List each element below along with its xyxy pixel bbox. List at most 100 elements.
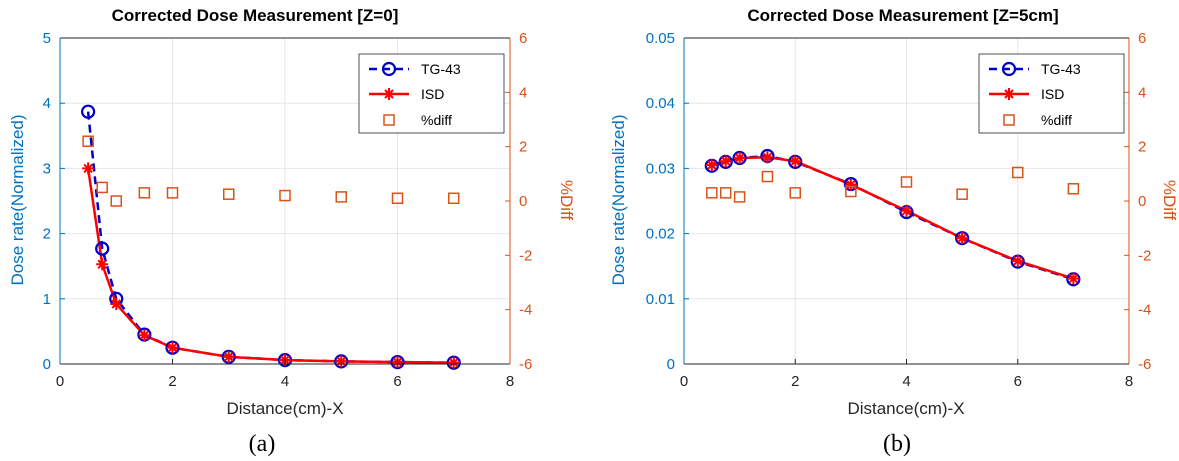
x-tick-label-a: 2: [168, 373, 176, 390]
left-y-tick-label-a: 0: [43, 356, 51, 373]
diff-point-a: [335, 191, 347, 203]
right-y-tick-label-a: -4: [519, 302, 532, 319]
legend-diff-label-a: %diff: [421, 112, 452, 128]
isd-point-b: [719, 155, 732, 168]
right-y-tick-labels-a: -6 -4 -2 0 2 4 6: [519, 30, 532, 373]
isd-point-b: [1067, 272, 1080, 285]
isd-point-b: [733, 151, 746, 164]
diff-point-a: [391, 192, 404, 205]
diff-point-a: [166, 187, 179, 199]
series-layer-b: [704, 148, 1081, 287]
x-tick-label-b: 0: [680, 373, 688, 390]
tg43-point-a: [81, 104, 96, 119]
diff-point-a: [223, 188, 235, 200]
right-y-tick-label-b: 4: [1138, 84, 1146, 101]
diff-point-b: [845, 185, 857, 198]
diff-point-b: [706, 187, 718, 199]
isd-point-b: [705, 159, 718, 172]
axes-frame-a: [59, 37, 511, 365]
right-y-tick-label-a: 6: [519, 30, 527, 47]
right-y-tick-label-a: 0: [519, 193, 527, 210]
diff-point-a: [138, 187, 151, 199]
left-y-tick-label-a: 3: [43, 160, 51, 177]
left-y-axis-label-b: Dose rate(Normalized): [609, 115, 628, 286]
left-y-tick-label-b: 0.02: [646, 226, 675, 243]
left-y-tick-label-a: 4: [43, 95, 51, 112]
diff-point-b: [956, 188, 968, 200]
x-tick-label-a: 0: [56, 373, 64, 390]
diff-point-b: [789, 187, 801, 199]
right-y-tick-label-a: -6: [519, 356, 532, 373]
legend-isd-marker-b: [1003, 88, 1015, 100]
isd-point-b: [761, 151, 774, 164]
diff-point-a: [279, 189, 291, 202]
series-layer-a: [81, 104, 461, 370]
isd-point-a: [447, 356, 460, 369]
isd-point-a: [96, 258, 109, 271]
diff-point-b: [1012, 166, 1024, 179]
isd-point-a: [222, 350, 235, 363]
x-tick-label-a: 8: [506, 373, 514, 390]
tg43-point-a: [95, 241, 110, 256]
diff-point-b: [900, 176, 913, 188]
isd-point-a: [110, 298, 123, 311]
legend-isd-label-b: ISD: [1041, 86, 1064, 102]
x-tick-label-b: 8: [1125, 373, 1133, 390]
legend-isd-label-a: ISD: [421, 86, 444, 102]
right-y-tick-label-b: -6: [1138, 356, 1151, 373]
left-y-tick-labels-b: 0 0.01 0.02 0.03 0.04 0.05: [646, 30, 675, 373]
right-y-axis-label-a: %Diff: [557, 180, 576, 221]
right-y-tick-label-b: 6: [1138, 30, 1146, 47]
legend-diff-marker-a: [383, 114, 395, 126]
right-y-tick-label-a: -2: [519, 247, 532, 264]
diff-point-b: [761, 170, 774, 183]
right-y-tick-label-b: -2: [1138, 247, 1151, 264]
chart-title-a: Corrected Dose Measurement [Z=0]: [112, 6, 399, 25]
x-tick-labels-b: 0 2 4 6 8: [680, 373, 1133, 390]
x-tick-label-b: 2: [791, 373, 799, 390]
legend-tg43-label-b: TG-43: [1041, 61, 1081, 77]
isd-point-b: [1011, 254, 1024, 267]
chart-title-b: Corrected Dose Measurement [Z=5cm]: [747, 6, 1058, 25]
axes-frame-b: [683, 37, 1130, 365]
legend-tg43-marker-a: [381, 61, 397, 77]
x-axis-label-a: Distance(cm)-X: [226, 399, 343, 418]
diff-point-b: [719, 187, 732, 199]
legend-diff-label-b: %diff: [1041, 112, 1072, 128]
isd-point-b: [844, 178, 857, 191]
isd-point-b: [789, 155, 802, 168]
left-y-tick-label-a: 5: [43, 30, 51, 47]
x-axis-label-b: Distance(cm)-X: [847, 399, 964, 418]
diff-point-a: [82, 135, 94, 147]
legend-tg43-marker-b: [1001, 61, 1017, 77]
diff-point-b: [1067, 183, 1080, 195]
left-y-tick-label-b: 0.05: [646, 30, 675, 47]
x-tick-label-b: 6: [1014, 373, 1022, 390]
left-y-tick-label-b: 0: [667, 356, 675, 373]
isd-point-a: [138, 329, 151, 342]
left-y-axis-label-a: Dose rate(Normalized): [8, 115, 27, 286]
left-y-tick-label-b: 0.04: [646, 95, 675, 112]
chart-panel-b: 0 2 4 6 8 0 0.01 0.02 0.03 0.04 0.05 -6 -4 -2 0 2 4 6 C…: [609, 6, 1179, 457]
chart-panel-a: 0 2 4 6 8 0 1 2 3 4 5 -6 -4 -2 0 2 4 6 Corrected Dose M…: [8, 6, 576, 457]
isd-point-b: [956, 232, 969, 245]
right-y-tick-label-b: 0: [1138, 193, 1146, 210]
legend-tg43-label-a: TG-43: [421, 61, 461, 77]
diff-point-b: [733, 191, 746, 203]
diff-point-a: [96, 181, 108, 194]
diff-point-a: [448, 192, 460, 205]
right-y-tick-labels-b: -6 -4 -2 0 2 4 6: [1138, 30, 1151, 373]
left-y-tick-label-a: 1: [43, 291, 51, 308]
right-y-tick-label-b: -4: [1138, 302, 1151, 319]
series-isd-line-b: [711, 156, 1074, 280]
left-y-tick-label-a: 2: [43, 226, 51, 243]
legend-isd-marker-a: [383, 88, 395, 100]
x-tick-label-a: 4: [281, 373, 289, 390]
right-y-axis-label-b: %Diff: [1160, 180, 1179, 221]
isd-point-b: [900, 204, 913, 217]
x-tick-label-a: 6: [393, 373, 401, 390]
right-y-tick-label-a: 2: [519, 139, 527, 156]
left-y-tick-labels-a: 0 1 2 3 4 5: [43, 30, 51, 373]
left-y-tick-label-b: 0.01: [646, 291, 675, 308]
